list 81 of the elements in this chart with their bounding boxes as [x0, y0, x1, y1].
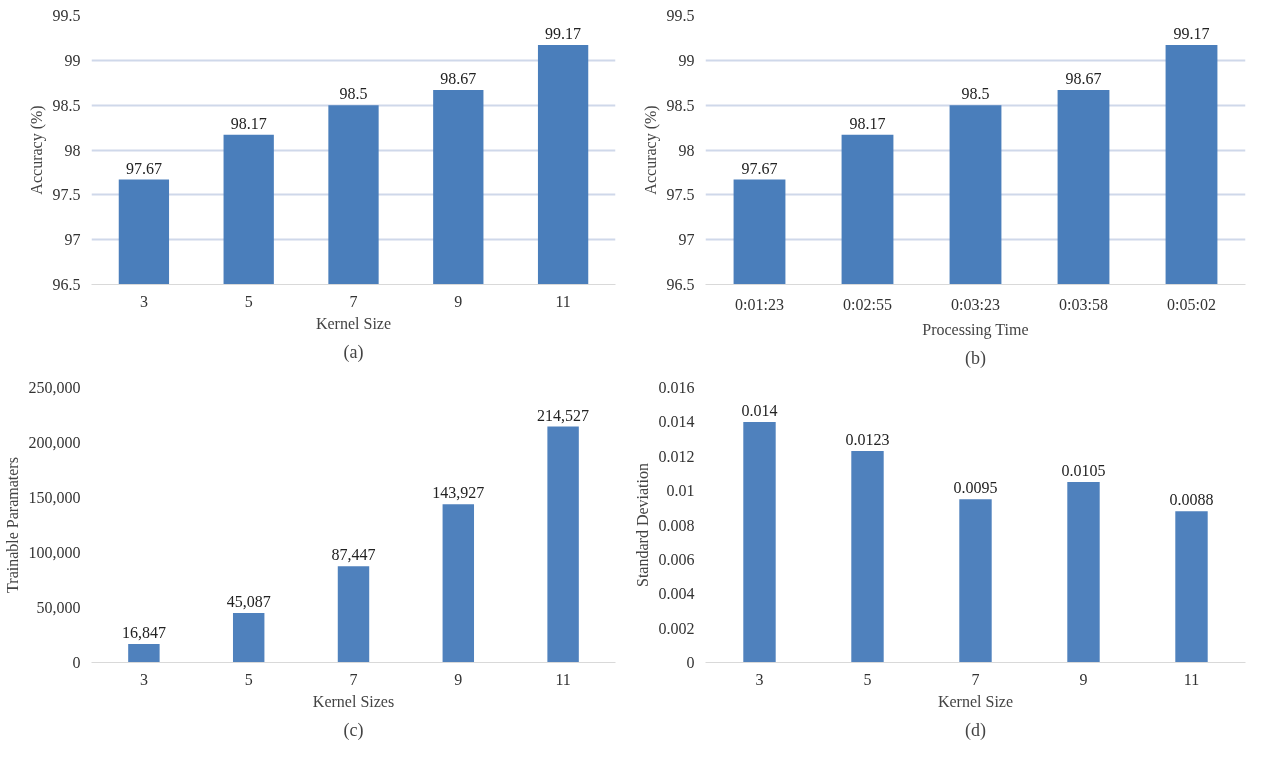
- x-tick-label: 11: [555, 670, 571, 688]
- y-tick-label: 99: [678, 51, 695, 69]
- data-label: 98.67: [1065, 69, 1102, 87]
- y-tick-label: 0.002: [658, 619, 695, 637]
- x-axis-title: Kernel Sizes: [312, 692, 395, 710]
- y-tick-label: 96.5: [52, 276, 81, 293]
- x-tick-label: 11: [1183, 670, 1200, 688]
- x-tick-label: 7: [971, 670, 980, 688]
- x-tick-label: 0:03:58: [1059, 295, 1108, 313]
- data-label: 143,927: [432, 484, 485, 502]
- data-label: 98.17: [849, 114, 886, 132]
- y-tick-label: 97: [64, 231, 81, 249]
- data-label: 97.67: [741, 159, 778, 177]
- text: (c): [343, 719, 364, 741]
- data-label: 0.0095: [953, 479, 998, 497]
- y-tick-label: 98.5: [666, 96, 695, 114]
- y-tick-label: 97.5: [666, 186, 695, 204]
- x-tick-label: 0:05:02: [1167, 295, 1216, 313]
- x-tick-label: 0:01:23: [735, 295, 784, 313]
- x-tick-label: 3: [139, 670, 148, 688]
- data-label: 98.17: [230, 114, 267, 132]
- data-label: 45,087: [226, 592, 271, 610]
- data-label: 97.67: [125, 159, 162, 177]
- y-tick-label: 98: [64, 141, 81, 159]
- y-tick-label: 0: [72, 654, 81, 671]
- data-label: 0.014: [741, 401, 778, 419]
- y-tick-label: 98.5: [52, 96, 81, 114]
- text: (d): [965, 719, 987, 741]
- x-tick-label: 7: [349, 292, 358, 310]
- y-tick-label: 0.016: [658, 379, 695, 396]
- text: (a): [343, 341, 364, 363]
- y-tick-label: 200,000: [28, 434, 81, 451]
- x-tick-label: 5: [244, 292, 253, 310]
- y-axis-title: Trainable Paramaters: [3, 457, 21, 593]
- data-label: 87,447: [331, 546, 376, 564]
- y-tick-label: 99: [64, 51, 81, 69]
- y-tick-label: 50,000: [36, 599, 81, 616]
- x-tick-label: 5: [863, 670, 872, 688]
- y-axis-title: Accuracy (%): [641, 105, 660, 195]
- y-tick-label: 98: [678, 141, 695, 159]
- x-tick-label: 9: [454, 670, 463, 688]
- y-tick-label: 0.006: [658, 550, 695, 568]
- x-tick-label: 3: [139, 292, 148, 310]
- data-label: 99.17: [545, 25, 582, 43]
- x-axis-title: Processing Time: [922, 320, 1029, 339]
- data-label: 214,527: [537, 406, 590, 424]
- data-label: 99.17: [1173, 25, 1210, 43]
- x-tick-label: 0:02:55: [843, 295, 892, 313]
- data-label: 16,847: [121, 623, 166, 641]
- y-tick-label: 99.5: [666, 7, 695, 24]
- x-axis-title: Kernel Size: [315, 314, 392, 332]
- y-tick-label: 97: [678, 231, 695, 249]
- y-axis-title: Accuracy (%): [27, 105, 46, 195]
- x-axis-title: Kernel Size: [937, 692, 1014, 710]
- data-label: 0.0123: [845, 431, 890, 449]
- data-label: 98.5: [961, 85, 990, 103]
- x-tick-label: 9: [454, 292, 463, 310]
- data-label: 98.67: [440, 69, 477, 87]
- x-tick-label: 9: [1079, 670, 1088, 688]
- x-tick-label: 11: [555, 292, 571, 310]
- y-tick-label: 0.008: [658, 516, 695, 534]
- y-tick-label: 96.5: [666, 276, 695, 293]
- y-tick-label: 0: [686, 654, 695, 671]
- x-tick-label: 0:03:23: [951, 295, 1000, 313]
- y-tick-label: 100,000: [28, 544, 81, 561]
- x-tick-label: 3: [755, 670, 764, 688]
- x-tick-label: 5: [244, 670, 253, 688]
- y-tick-label: 0.012: [658, 447, 695, 465]
- y-tick-label: 97.5: [52, 186, 81, 204]
- y-tick-label: 0.014: [658, 413, 695, 431]
- y-tick-label: 99.5: [52, 7, 81, 24]
- y-axis-title: Standard Deviation: [633, 463, 651, 587]
- data-label: 0.0105: [1061, 462, 1106, 480]
- y-tick-label: 0.01: [666, 482, 695, 500]
- data-label: 98.5: [339, 85, 368, 103]
- y-tick-label: 0.004: [658, 585, 695, 603]
- text: (b): [965, 347, 987, 369]
- y-tick-label: 250,000: [28, 379, 81, 396]
- data-label: 0.0088: [1169, 491, 1214, 509]
- x-tick-label: 7: [349, 670, 358, 688]
- y-tick-label: 150,000: [28, 489, 81, 506]
